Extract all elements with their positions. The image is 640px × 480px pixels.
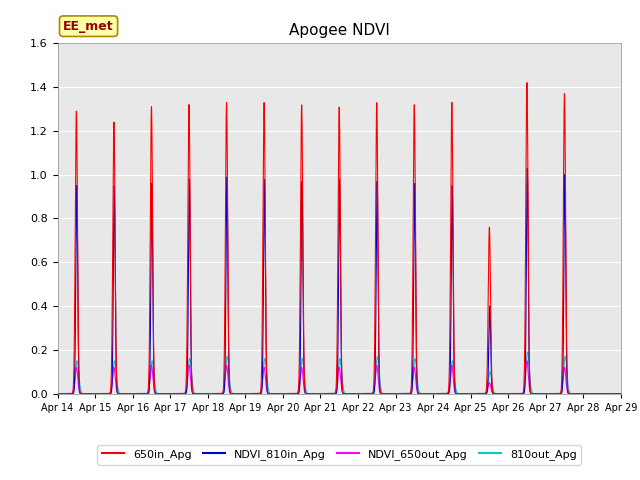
650in_Apg <box>616 391 624 396</box>
NDVI_810in_Apg <box>617 391 625 396</box>
810out_Apg <box>580 391 588 396</box>
Title: Apogee NDVI: Apogee NDVI <box>289 23 390 38</box>
NDVI_650out_Apg <box>465 391 473 396</box>
810out_Apg <box>497 391 505 396</box>
810out_Apg <box>617 391 625 396</box>
NDVI_650out_Apg <box>318 391 326 396</box>
NDVI_810in_Apg <box>318 391 326 396</box>
NDVI_810in_Apg <box>54 391 61 396</box>
NDVI_650out_Apg <box>54 391 61 396</box>
NDVI_810in_Apg <box>155 391 163 396</box>
810out_Apg <box>318 391 326 396</box>
650in_Apg <box>435 391 442 396</box>
NDVI_650out_Apg <box>617 391 625 396</box>
Line: NDVI_650out_Apg: NDVI_650out_Apg <box>58 361 621 394</box>
810out_Apg <box>435 391 442 396</box>
Line: NDVI_810in_Apg: NDVI_810in_Apg <box>58 168 621 394</box>
NDVI_650out_Apg <box>435 391 442 396</box>
NDVI_810in_Apg <box>497 391 505 396</box>
810out_Apg <box>465 391 473 396</box>
650in_Apg <box>318 391 326 396</box>
810out_Apg <box>616 391 624 396</box>
NDVI_650out_Apg <box>523 358 531 364</box>
NDVI_810in_Apg <box>524 165 531 171</box>
NDVI_650out_Apg <box>580 391 588 396</box>
NDVI_650out_Apg <box>155 391 163 396</box>
NDVI_650out_Apg <box>616 391 624 396</box>
Line: 650in_Apg: 650in_Apg <box>58 83 621 394</box>
810out_Apg <box>155 391 163 396</box>
NDVI_650out_Apg <box>497 391 505 396</box>
810out_Apg <box>54 391 61 396</box>
650in_Apg <box>617 391 625 396</box>
NDVI_810in_Apg <box>435 391 442 396</box>
NDVI_810in_Apg <box>465 391 473 396</box>
Line: 810out_Apg: 810out_Apg <box>58 352 621 394</box>
650in_Apg <box>465 391 473 396</box>
650in_Apg <box>54 391 61 396</box>
NDVI_810in_Apg <box>580 391 588 396</box>
810out_Apg <box>524 349 532 355</box>
Text: EE_met: EE_met <box>63 20 114 33</box>
650in_Apg <box>523 80 531 85</box>
650in_Apg <box>497 391 505 396</box>
650in_Apg <box>580 391 588 396</box>
Legend: 650in_Apg, NDVI_810in_Apg, NDVI_650out_Apg, 810out_Apg: 650in_Apg, NDVI_810in_Apg, NDVI_650out_A… <box>97 444 581 465</box>
NDVI_810in_Apg <box>616 391 624 396</box>
650in_Apg <box>155 391 163 396</box>
